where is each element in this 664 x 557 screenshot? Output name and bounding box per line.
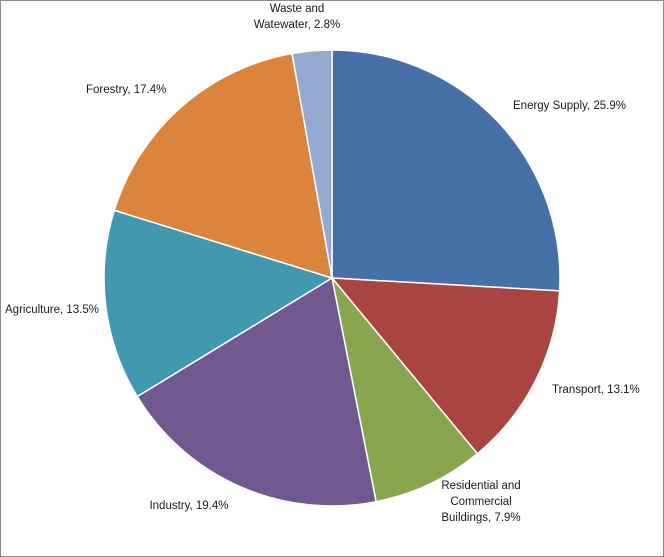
data-label-waste-and-wastewater: Waste and Watewater, 2.8% — [254, 3, 341, 31]
pie-slice-energy-supply — [331, 49, 561, 292]
data-label-agriculture: Agriculture, 13.5% — [5, 304, 99, 316]
pie-slice-agriculture — [103, 209, 334, 398]
data-labels: Energy Supply, 25.9% Transport, 13.1% Resi… — [5, 3, 640, 524]
pie-slices — [103, 49, 561, 507]
data-label-transport: Transport, 13.1% — [552, 384, 640, 396]
data-label-energy-supply: Energy Supply, 25.9% — [513, 100, 626, 112]
pie-slice-residential-and-commercial-buildings — [331, 277, 479, 503]
pie-slice-waste-and-wastewater — [291, 49, 333, 279]
pie-slice-forestry — [113, 52, 333, 280]
data-label-residential-and-commercial-buildings: Residential and Commercial Buildings, 7.9% — [441, 480, 520, 524]
data-label-industry: Industry, 19.4% — [149, 500, 228, 512]
pie-slice-industry — [136, 276, 378, 507]
pie-slice-transport — [330, 277, 561, 455]
data-label-forestry: Forestry, 17.4% — [86, 84, 166, 96]
